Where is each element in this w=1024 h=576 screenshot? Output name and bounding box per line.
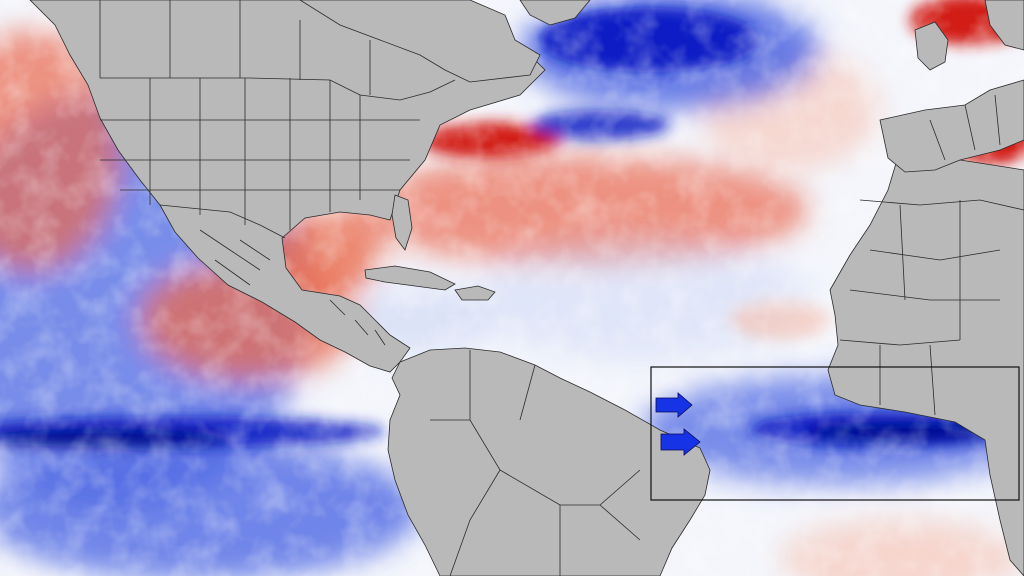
us-state-lines <box>100 78 420 230</box>
arctic-islands <box>299 0 541 83</box>
south-america-borders <box>430 350 641 576</box>
central-america-borders <box>329 299 386 346</box>
africa-borders <box>839 199 1024 416</box>
mexico-state-lines <box>199 229 271 286</box>
europe-borders <box>929 94 1001 161</box>
scandinavia <box>984 0 1024 51</box>
greenland-tip <box>519 0 591 26</box>
florida-peninsula <box>391 194 413 251</box>
iberia-europe <box>879 79 1024 173</box>
canada-province-lines <box>99 0 371 95</box>
cuba <box>364 265 456 291</box>
hispaniola <box>454 285 496 301</box>
land-masses <box>29 0 1024 576</box>
arrow-right-icon <box>660 428 701 456</box>
us-canada-border <box>100 77 456 101</box>
africa <box>827 149 1024 576</box>
north-america <box>29 0 546 373</box>
highlight-box-equatorial-atlantic <box>650 366 1020 501</box>
political-borders <box>99 0 1024 576</box>
us-mexico-border <box>159 204 286 239</box>
arrow-right-icon <box>655 392 693 418</box>
south-america <box>387 347 711 576</box>
british-isles <box>914 21 949 71</box>
